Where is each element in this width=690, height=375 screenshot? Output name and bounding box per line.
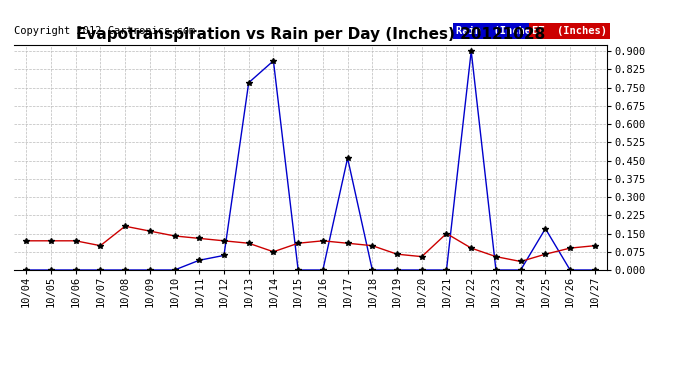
Text: Rain  (Inches): Rain (Inches) bbox=[456, 26, 544, 36]
Text: Copyright 2012 Cartronics.com: Copyright 2012 Cartronics.com bbox=[14, 26, 195, 36]
Title: Evapotranspiration vs Rain per Day (Inches) 20121028: Evapotranspiration vs Rain per Day (Inch… bbox=[76, 27, 545, 42]
Text: ET  (Inches): ET (Inches) bbox=[532, 26, 607, 36]
Text: Rain  (Inches): Rain (Inches) bbox=[514, 26, 601, 36]
